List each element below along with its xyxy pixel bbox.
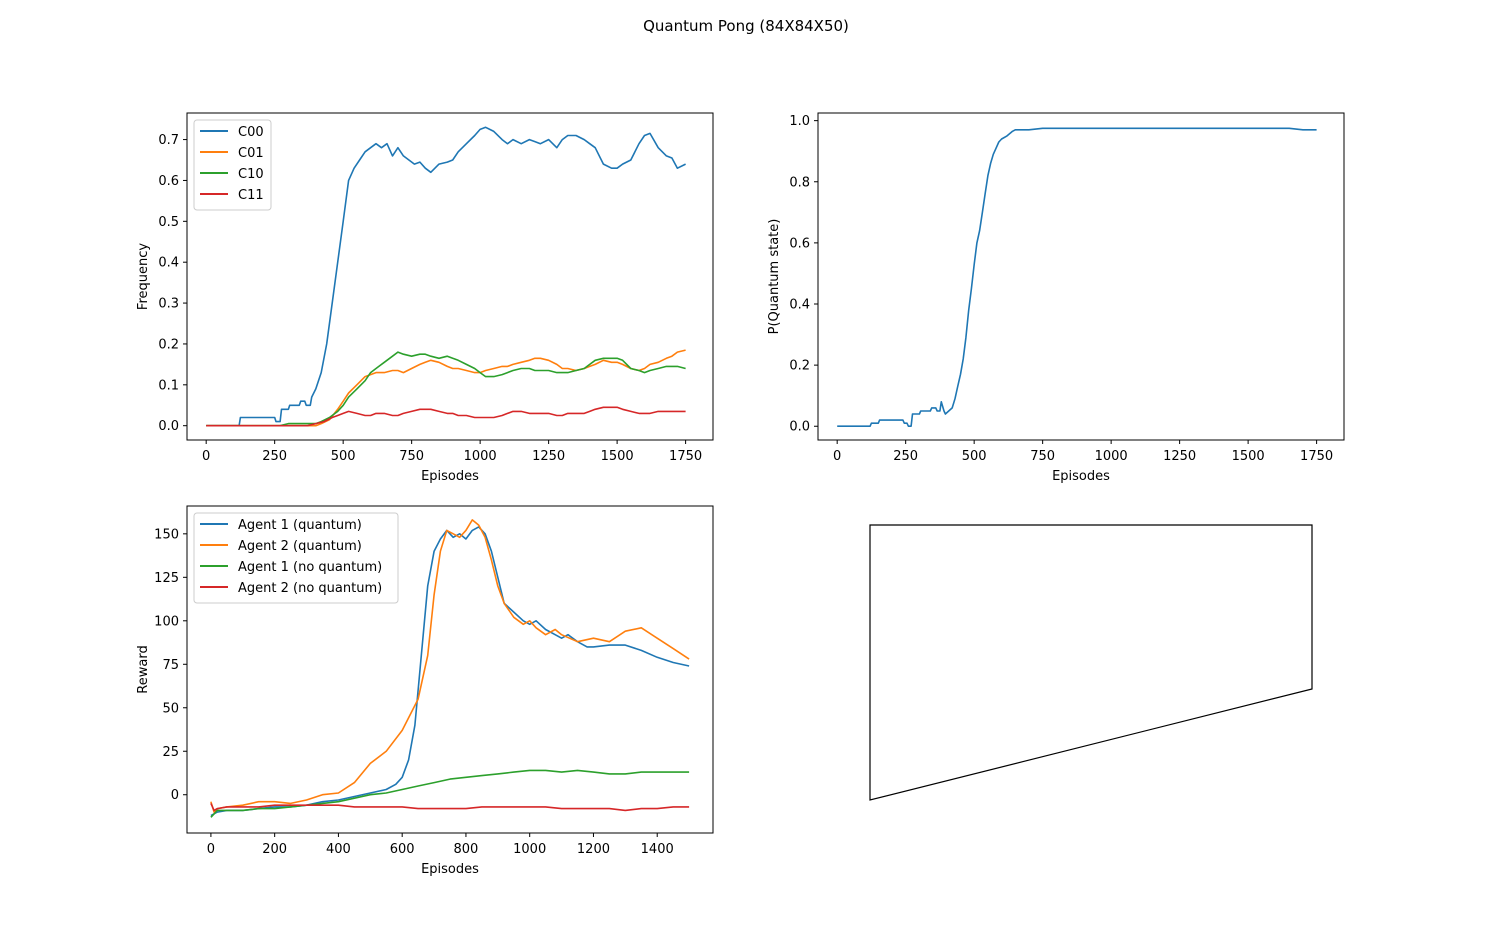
x-axis-label: Episodes xyxy=(1052,469,1110,484)
x-tick-label: 1500 xyxy=(601,449,634,464)
y-tick-label: 0.8 xyxy=(789,175,810,190)
y-tick-label: 150 xyxy=(154,527,179,542)
x-axis-label: Episodes xyxy=(421,862,479,877)
y-tick-label: 1.0 xyxy=(789,114,810,129)
y-tick-label: 0.2 xyxy=(789,359,810,374)
x-tick-label: 1500 xyxy=(1232,449,1265,464)
y-tick-label: 50 xyxy=(162,701,179,716)
x-tick-label: 1000 xyxy=(513,842,546,857)
reward-panel: 0 200 400 600 800 1000 1200 1400 0 25 50 75 100 125 15… xyxy=(136,505,714,877)
legend-label: C01 xyxy=(238,146,264,161)
y-axis-label: Frequency xyxy=(136,243,151,310)
x-tick-label: 750 xyxy=(399,449,424,464)
y-tick-label: 75 xyxy=(162,658,179,673)
y-tick-label: 25 xyxy=(162,745,179,760)
series-line-1 xyxy=(837,127,1317,428)
y-tick-label: 0.7 xyxy=(158,133,179,148)
legend-label: Agent 1 (no quantum) xyxy=(238,560,382,575)
y-tick-label: 0.3 xyxy=(158,297,179,312)
x-tick-label: 250 xyxy=(893,449,918,464)
series-line-4 xyxy=(210,803,690,812)
y-tick-label: 0.4 xyxy=(789,298,810,313)
x-tick-label: 1400 xyxy=(641,842,674,857)
y-tick-label: 0.5 xyxy=(158,215,179,230)
legend-label: C10 xyxy=(238,167,264,182)
y-tick-label: 0 xyxy=(171,788,179,803)
y-axis-label: P(Quantum state) xyxy=(767,219,782,335)
legend-label: Agent 2 (quantum) xyxy=(238,539,362,554)
x-tick-label: 600 xyxy=(390,842,415,857)
x-tick-label: 500 xyxy=(331,449,356,464)
axes-frame xyxy=(186,112,714,441)
x-tick-label: 1250 xyxy=(1163,449,1196,464)
axes-frame xyxy=(186,505,714,834)
x-tick-label: 1000 xyxy=(1095,449,1128,464)
x-tick-label: 800 xyxy=(454,842,479,857)
figure-title: Quantum Pong (84X84X50) xyxy=(643,17,849,35)
quantum-state-panel: 0 250 500 750 1000 1250 1500 1750 0.0 0.2 0.4 0.6 0.… xyxy=(767,112,1345,484)
y-tick-label: 0.0 xyxy=(158,419,179,434)
legend-label: Agent 2 (no quantum) xyxy=(238,581,382,596)
y-tick-label: 0.6 xyxy=(158,174,179,189)
empty-quadrilateral-panel xyxy=(869,524,1313,801)
legend-label: C11 xyxy=(238,188,264,203)
x-tick-label: 1200 xyxy=(577,842,610,857)
x-tick-label: 0 xyxy=(207,842,215,857)
x-tick-label: 1000 xyxy=(464,449,497,464)
x-tick-label: 400 xyxy=(326,842,351,857)
y-tick-label: 100 xyxy=(154,614,179,629)
y-tick-label: 0.4 xyxy=(158,256,179,271)
series-line-3 xyxy=(210,769,690,818)
y-tick-label: 0.0 xyxy=(789,420,810,435)
series-line-1 xyxy=(210,526,690,817)
axes-frame xyxy=(817,112,1345,441)
legend-box xyxy=(193,119,272,211)
legend-box xyxy=(193,512,399,604)
x-tick-label: 1750 xyxy=(669,449,702,464)
frequency-panel: 0 250 500 750 1000 1250 1500 1750 0.0 0.1 0.2 0.3 0.… xyxy=(136,112,714,484)
legend-label: C00 xyxy=(238,125,264,140)
x-tick-label: 1250 xyxy=(532,449,565,464)
series-line-2 xyxy=(206,349,686,427)
y-tick-label: 0.2 xyxy=(158,337,179,352)
legend-label: Agent 1 (quantum) xyxy=(238,518,362,533)
series-line-3 xyxy=(206,351,686,427)
y-tick-label: 0.6 xyxy=(789,236,810,251)
x-tick-label: 750 xyxy=(1030,449,1055,464)
x-tick-label: 250 xyxy=(262,449,287,464)
y-axis-label: Reward xyxy=(136,645,151,693)
y-tick-label: 0.1 xyxy=(158,378,179,393)
x-tick-label: 0 xyxy=(202,449,210,464)
series-line-2 xyxy=(210,519,690,813)
x-tick-label: 500 xyxy=(962,449,987,464)
x-axis-label: Episodes xyxy=(421,469,479,484)
y-tick-label: 125 xyxy=(154,571,179,586)
series-line-4 xyxy=(206,406,686,427)
series-line-1 xyxy=(206,126,686,427)
x-tick-label: 1750 xyxy=(1300,449,1333,464)
x-tick-label: 200 xyxy=(262,842,287,857)
x-tick-label: 0 xyxy=(833,449,841,464)
